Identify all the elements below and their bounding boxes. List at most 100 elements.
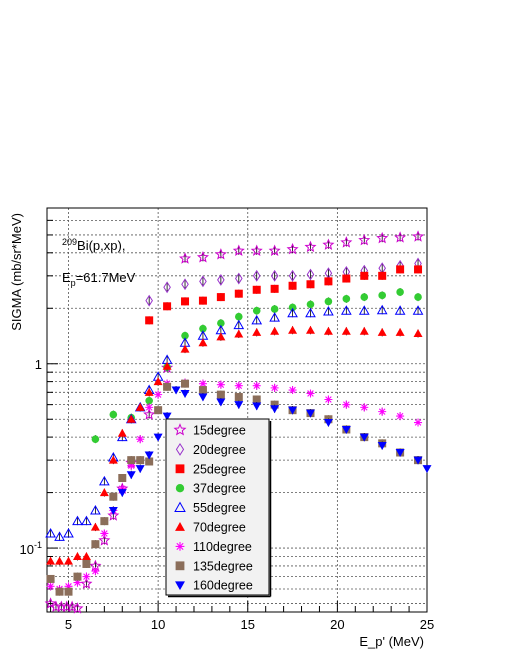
data-point <box>252 327 262 336</box>
data-point <box>145 457 154 466</box>
data-point <box>64 556 74 565</box>
legend-label: 20degree <box>193 443 246 457</box>
data-point <box>234 312 243 321</box>
data-point <box>99 488 109 497</box>
data-point <box>322 238 335 250</box>
data-point <box>250 244 263 256</box>
data-point <box>306 389 315 398</box>
data-point <box>413 456 423 465</box>
data-point <box>216 332 226 341</box>
axis-ticks <box>47 207 428 612</box>
data-point <box>342 400 351 409</box>
plot-frame <box>46 207 428 613</box>
data-point <box>46 556 56 565</box>
data-point <box>136 435 145 444</box>
data-point <box>234 329 244 338</box>
data-point <box>288 269 297 282</box>
data-point <box>54 531 65 541</box>
data-point <box>359 326 369 335</box>
data-point <box>288 303 297 312</box>
data-point <box>108 506 118 515</box>
data-point <box>126 414 136 423</box>
data-point <box>80 577 93 589</box>
data-point <box>395 327 405 336</box>
y-tick-label: 10-1 <box>20 540 42 557</box>
legend-entry: 160degree <box>175 579 253 593</box>
data-point <box>413 328 423 337</box>
data-point <box>270 400 279 409</box>
data-point <box>288 386 297 395</box>
data-point <box>233 319 245 330</box>
data-point <box>180 389 190 398</box>
data-point <box>234 401 244 410</box>
data-point <box>359 433 369 442</box>
data-point <box>288 406 298 415</box>
y-axis-label: SIGMA (mb/sr*MeV) <box>9 213 24 331</box>
data-point <box>73 578 82 587</box>
data-point <box>55 556 65 565</box>
target-mass-number: 209 <box>62 237 77 247</box>
data-point <box>135 402 145 411</box>
data-point <box>107 509 120 521</box>
data-point <box>175 442 185 456</box>
data-point <box>269 312 280 322</box>
target-reaction: Bi(p,xp), <box>77 238 125 253</box>
data-points <box>44 230 432 614</box>
data-point <box>324 395 333 404</box>
series-25degree <box>145 265 423 325</box>
legend-label: 15degree <box>193 424 246 438</box>
legend-label: 110degree <box>193 540 252 554</box>
data-point <box>64 587 73 596</box>
data-point <box>98 534 111 546</box>
legend-entries: 15degree 20degree 25degree 37degree 55degree… <box>173 423 253 593</box>
legend-entry: 110degree <box>175 540 252 554</box>
data-point <box>163 302 172 311</box>
data-point <box>306 268 315 281</box>
data-point <box>234 381 243 390</box>
data-point <box>154 406 163 415</box>
data-point <box>82 572 91 581</box>
data-point <box>90 504 101 515</box>
target-annotation: 209Bi(p,xp), <box>62 237 125 253</box>
data-point <box>270 269 279 282</box>
data-point <box>340 305 352 315</box>
data-point <box>324 297 333 306</box>
data-point <box>118 474 127 483</box>
data-point <box>378 291 386 300</box>
legend-label: 160degree <box>193 579 253 593</box>
data-point <box>199 275 207 288</box>
data-point <box>305 409 315 418</box>
data-point <box>181 297 190 306</box>
data-point <box>341 425 351 434</box>
data-point <box>175 561 185 571</box>
data-point <box>199 324 207 333</box>
data-point <box>216 380 225 389</box>
data-point <box>108 455 118 464</box>
data-point <box>162 361 172 370</box>
data-point <box>323 326 333 335</box>
data-point <box>175 522 185 531</box>
data-point <box>216 390 225 399</box>
data-point <box>163 281 171 294</box>
data-point <box>198 296 207 305</box>
data-point <box>378 407 387 416</box>
x-tick-label: 25 <box>420 617 434 632</box>
legend: 15degree 20degree 25degree 37degree 55degree… <box>165 418 272 598</box>
data-point <box>217 319 225 327</box>
data-point <box>252 402 262 411</box>
data-point <box>232 244 245 256</box>
data-point <box>216 398 226 407</box>
data-point <box>217 274 225 286</box>
data-point <box>72 552 82 561</box>
data-point <box>181 278 189 291</box>
data-point <box>100 517 109 526</box>
data-point <box>178 252 192 264</box>
data-point <box>145 403 154 412</box>
energy-symbol: E <box>62 270 71 285</box>
data-point <box>126 471 136 480</box>
legend-entry: 37degree <box>175 482 246 496</box>
data-point <box>64 582 73 591</box>
data-point <box>117 489 127 498</box>
